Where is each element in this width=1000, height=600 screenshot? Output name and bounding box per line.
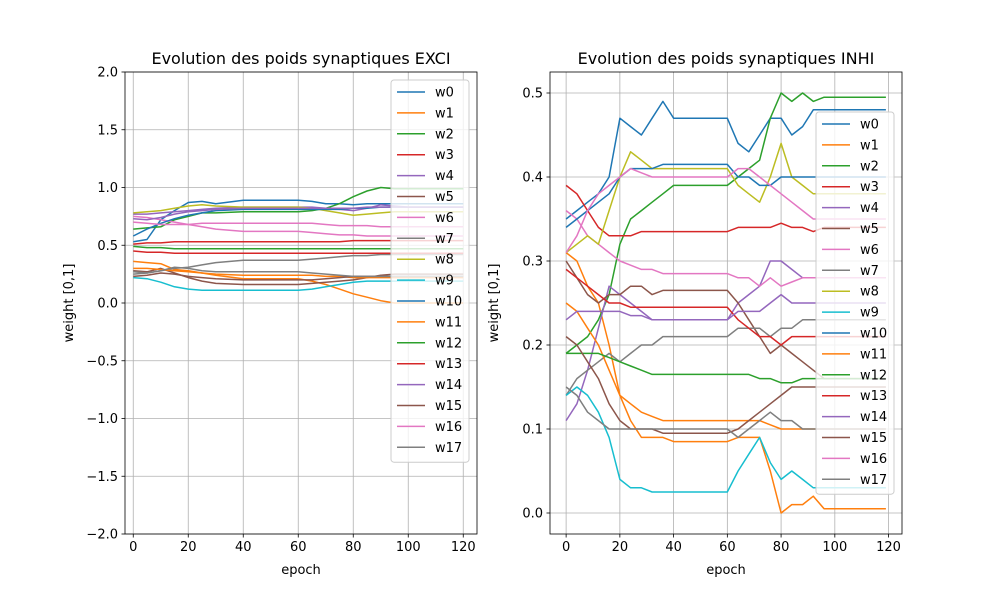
inhi-legend-label-w11: w11 xyxy=(860,347,887,362)
exci-y-tick-label: 0.0 xyxy=(97,297,118,312)
inhi-y-label: weight [0,1] xyxy=(487,264,502,343)
inhi-legend-label-w8: w8 xyxy=(860,285,879,300)
exci-x-label: epoch xyxy=(281,563,321,578)
exci-legend-label-w8: w8 xyxy=(435,253,454,268)
exci-legend: w0 w1 w2 w3 w4 w5 w6 w7 w8 w9 w10 w11 w12 w13 w14 w15 w1… xyxy=(390,79,470,463)
inhi-y-tick-label: 0.3 xyxy=(522,255,543,270)
inhi-legend-label-w14: w14 xyxy=(860,410,887,425)
inhi-legend-label-w10: w10 xyxy=(860,327,887,342)
exci-x-tick-label: 120 xyxy=(451,540,476,555)
exci-y-tick-label: −2.0 xyxy=(86,528,118,543)
inhi-series-w0 xyxy=(565,100,886,220)
inhi-legend-label-w6: w6 xyxy=(860,243,879,258)
exci-y-tick-label: −0.5 xyxy=(86,354,118,369)
exci-y-tick-label: 1.0 xyxy=(97,181,118,196)
inhi-legend-label-w17: w17 xyxy=(860,473,887,488)
inhi-legend-label-w1: w1 xyxy=(860,138,879,153)
exci-legend-label-w10: w10 xyxy=(435,295,462,310)
inhi-x-tick-label: 60 xyxy=(719,540,736,555)
inhi-legend-label-w15: w15 xyxy=(860,431,887,446)
inhi-legend-label-w5: w5 xyxy=(860,222,879,237)
inhi-y-tick-label: 0.4 xyxy=(522,171,543,186)
exci-y-label: weight [0,1] xyxy=(62,264,77,343)
exci-legend-label-w14: w14 xyxy=(435,378,462,393)
inhi-legend-label-w3: w3 xyxy=(860,180,879,195)
exci-x-tick-label: 80 xyxy=(345,540,362,555)
exci-y-tick-label: 2.0 xyxy=(97,66,118,81)
inhi-chart: 0 20 40 60 80 100 120 0.0 0.1 0.2 0.3 0.4 0.5 Evoluti… xyxy=(487,49,903,578)
exci-title: Evolution des poids synaptiques EXCI xyxy=(151,49,450,68)
exci-x-tick-label: 20 xyxy=(180,540,197,555)
exci-legend-label-w15: w15 xyxy=(435,399,462,414)
exci-y-tick-label: 0.5 xyxy=(97,239,118,254)
inhi-x-tick-label: 100 xyxy=(822,540,847,555)
exci-legend-label-w13: w13 xyxy=(435,357,462,372)
inhi-x-label: epoch xyxy=(706,563,746,578)
inhi-x-tick-label: 20 xyxy=(612,540,629,555)
exci-legend-label-w17: w17 xyxy=(435,441,462,456)
inhi-x-tick-label: 0 xyxy=(562,540,570,555)
exci-legend-label-w4: w4 xyxy=(435,169,454,184)
inhi-title: Evolution des poids synaptiques INHI xyxy=(578,49,875,68)
exci-legend-label-w12: w12 xyxy=(435,336,462,351)
inhi-legend-label-w13: w13 xyxy=(860,389,887,404)
inhi-axes-frame xyxy=(549,71,903,535)
inhi-legend: w0 w1 w2 w3 w4 w5 w6 w7 w8 w9 w10 w11 w12 w13 w14 w15 w1… xyxy=(815,111,895,495)
inhi-legend-label-w12: w12 xyxy=(860,368,887,383)
exci-legend-label-w0: w0 xyxy=(435,86,454,101)
exci-legend-label-w1: w1 xyxy=(435,106,454,121)
inhi-y-tick-label: 0.2 xyxy=(522,339,543,354)
inhi-legend-label-w9: w9 xyxy=(860,306,879,321)
exci-x-tick-label: 100 xyxy=(396,540,421,555)
exci-legend-label-w7: w7 xyxy=(435,232,454,247)
inhi-legend-label-w4: w4 xyxy=(860,201,879,216)
inhi-series-w2 xyxy=(565,92,886,354)
inhi-legend-label-w16: w16 xyxy=(860,452,887,467)
inhi-y-tick-label: 0.5 xyxy=(522,87,543,102)
exci-legend-label-w9: w9 xyxy=(435,274,454,289)
inhi-legend-label-w2: w2 xyxy=(860,159,879,174)
exci-x-tick-label: 40 xyxy=(235,540,252,555)
exci-y-tick-label: −1.0 xyxy=(86,412,118,427)
inhi-x-tick-label: 80 xyxy=(773,540,790,555)
inhi-legend-label-w0: w0 xyxy=(860,118,879,133)
exci-y-tick-label: −1.5 xyxy=(86,470,118,485)
exci-x-tick-label: 0 xyxy=(129,540,137,555)
exci-x-tick-label: 60 xyxy=(290,540,307,555)
exci-legend-label-w5: w5 xyxy=(435,190,454,205)
inhi-y-tick-label: 0.1 xyxy=(522,423,543,438)
exci-legend-label-w11: w11 xyxy=(435,315,462,330)
inhi-x-tick-label: 40 xyxy=(665,540,682,555)
exci-y-tick-label: 1.5 xyxy=(97,123,118,138)
exci-legend-label-w2: w2 xyxy=(435,127,454,142)
inhi-x-tick-label: 120 xyxy=(876,540,901,555)
exci-legend-label-w3: w3 xyxy=(435,148,454,163)
inhi-series-w1 xyxy=(565,252,886,514)
exci-legend-label-w6: w6 xyxy=(435,211,454,226)
inhi-legend-label-w7: w7 xyxy=(860,264,879,279)
exci-legend-label-w16: w16 xyxy=(435,420,462,435)
inhi-y-tick-label: 0.0 xyxy=(522,507,543,522)
exci-chart: 0 20 40 60 80 100 120 −2.0 −1.5 −1.0 −0.5 0.0 0.5 1.0… xyxy=(62,49,478,578)
